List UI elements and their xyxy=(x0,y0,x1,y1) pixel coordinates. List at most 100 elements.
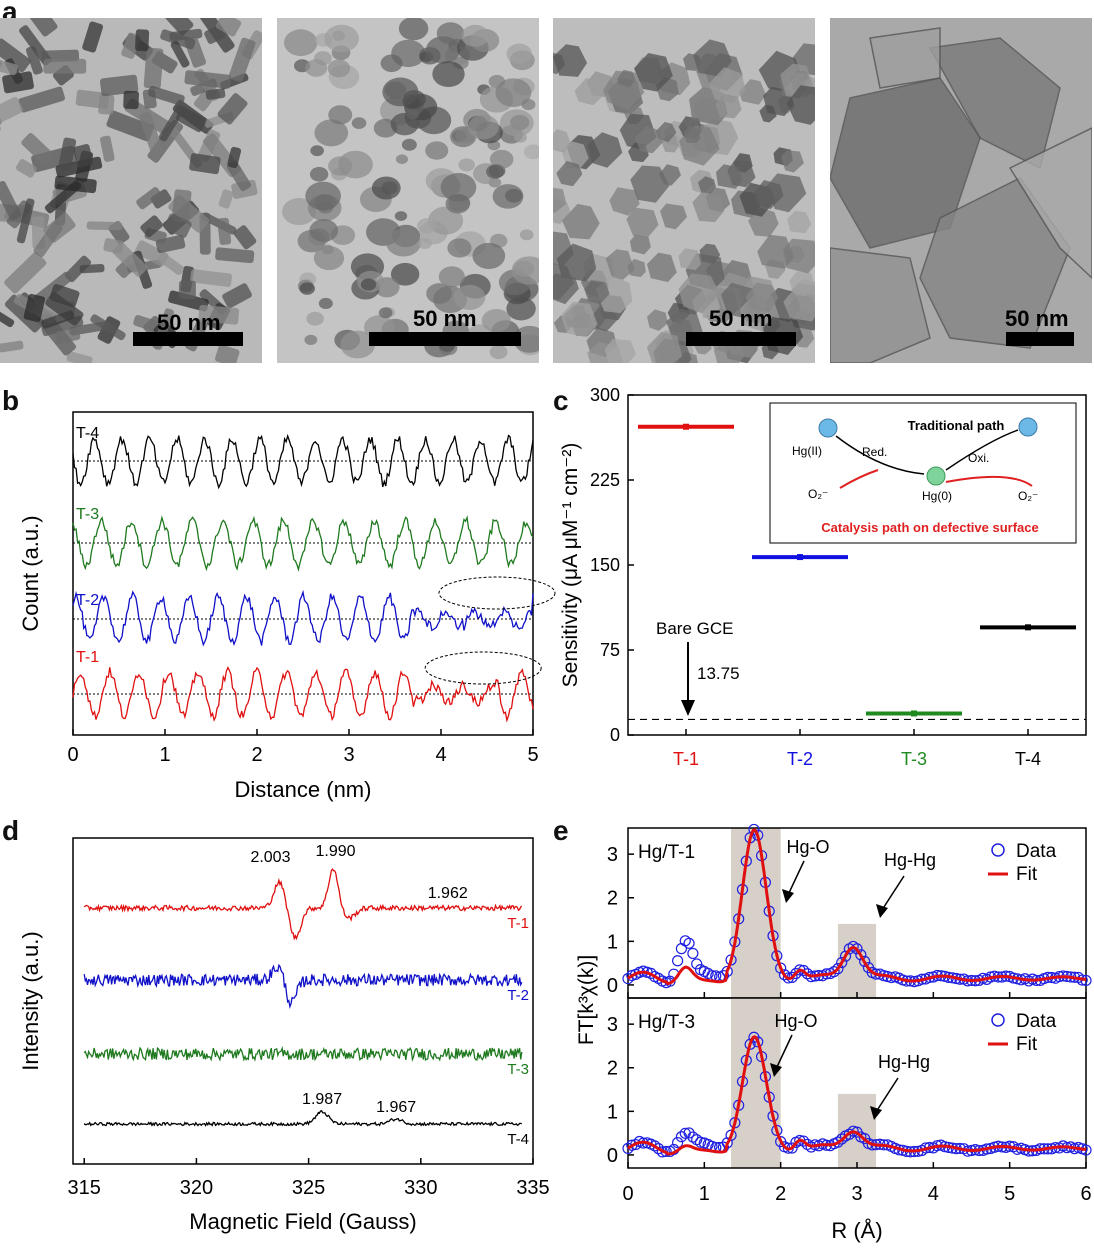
tem-particle xyxy=(489,344,508,360)
tem-particle xyxy=(869,27,941,89)
tem-particle xyxy=(351,117,367,130)
tem-particle xyxy=(23,293,46,323)
x-tick-label-b: 0 xyxy=(67,744,78,766)
tem-particle xyxy=(458,158,475,172)
arrow-hg-hg xyxy=(875,1077,899,1113)
data-point xyxy=(1007,972,1020,984)
data-point xyxy=(717,1141,730,1153)
tem-particle xyxy=(304,334,318,346)
inset-hg2-label: Hg(II) xyxy=(792,444,822,458)
tem-particle xyxy=(310,145,324,157)
data-point xyxy=(794,964,806,976)
x-axis-label-b: Distance (nm) xyxy=(235,777,372,802)
tem-particle xyxy=(205,88,226,100)
arrowhead-hg-hg xyxy=(870,1106,882,1120)
tem-particle xyxy=(171,189,192,223)
data-point xyxy=(641,1137,653,1149)
data-point xyxy=(1038,1143,1050,1155)
data-point xyxy=(1076,974,1088,986)
data-point xyxy=(763,905,775,917)
data-point xyxy=(950,972,962,985)
tem-particle xyxy=(0,340,24,353)
tem-particle xyxy=(371,176,401,200)
tem-particle xyxy=(73,144,94,168)
tem-particle xyxy=(135,29,150,52)
data-point xyxy=(748,1031,760,1043)
data-point xyxy=(1057,1140,1069,1152)
plot-frame-c xyxy=(627,394,1087,736)
tem-particle xyxy=(283,29,318,57)
data-point xyxy=(775,962,787,974)
data-point xyxy=(1046,1143,1058,1155)
tem-particle xyxy=(461,24,489,47)
tem-particles xyxy=(282,18,539,360)
series-label-T-2: T-2 xyxy=(76,592,99,609)
data-point xyxy=(973,974,985,986)
data-point xyxy=(939,970,951,982)
data-point xyxy=(897,974,909,986)
tem-particle xyxy=(683,126,701,143)
tem-particle xyxy=(66,351,93,363)
x-tick-label-e: 1 xyxy=(699,1183,710,1205)
tem-particle xyxy=(745,282,779,312)
tem-particle xyxy=(781,150,804,173)
data-point xyxy=(1004,970,1016,983)
data-point xyxy=(984,1142,997,1155)
data-point xyxy=(942,1141,955,1154)
data-point xyxy=(1011,1143,1023,1155)
tem-particle xyxy=(739,79,767,105)
data-point xyxy=(996,971,1008,983)
data-point xyxy=(870,968,882,980)
data-point xyxy=(813,969,825,982)
shaded-region xyxy=(837,1093,877,1168)
data-point xyxy=(992,971,1004,983)
tem-particle xyxy=(215,344,240,363)
tem-particle xyxy=(0,180,22,221)
tem-particle xyxy=(140,215,163,238)
y-tick-label-e: 2 xyxy=(607,888,618,910)
data-point xyxy=(855,1131,867,1143)
tem-particle xyxy=(587,132,623,168)
tem-particle xyxy=(168,290,209,312)
data-point xyxy=(912,1145,924,1157)
y-axis-label-b: Count (a.u.) xyxy=(18,515,43,631)
data-point xyxy=(824,1140,836,1152)
data-point xyxy=(740,1054,752,1066)
tem-particle xyxy=(432,61,465,87)
data-point xyxy=(859,1133,871,1145)
data-point xyxy=(752,829,764,841)
data-point xyxy=(828,966,840,978)
shaded-region xyxy=(731,998,781,1168)
series-line-T-3 xyxy=(72,515,534,572)
panel-label-c: c xyxy=(553,385,569,416)
data-point xyxy=(862,961,875,974)
data-point xyxy=(649,1140,661,1152)
data-point xyxy=(942,971,955,984)
tem-particle xyxy=(170,40,190,68)
tem-particle xyxy=(98,94,115,115)
data-point xyxy=(641,966,653,978)
data-point xyxy=(721,1137,733,1149)
tem-particle xyxy=(228,37,256,83)
x-tick-label-d: 325 xyxy=(292,1177,325,1199)
data-point xyxy=(996,1141,1008,1153)
data-point xyxy=(713,1141,726,1154)
tem-particle xyxy=(100,74,139,97)
data-point xyxy=(748,823,760,836)
tem-particle xyxy=(218,189,234,209)
tem-particle xyxy=(139,111,164,157)
series-line-T-1 xyxy=(72,665,534,723)
arrow-hg-o xyxy=(787,860,805,896)
data-point xyxy=(698,965,710,978)
tem-particle xyxy=(217,217,232,246)
y-tick-label-e: 1 xyxy=(607,931,618,953)
y-axis-label-d: Intensity (a.u.) xyxy=(18,931,43,1070)
data-point xyxy=(656,975,668,987)
tem-particle xyxy=(160,29,196,50)
tem-particle xyxy=(204,25,226,44)
tem-particle xyxy=(0,53,18,76)
tem-particle xyxy=(112,242,148,277)
scale-label-4: 50 nm xyxy=(1005,306,1069,331)
x-tick-label-b: 2 xyxy=(251,744,262,766)
tem-particle xyxy=(786,85,815,125)
